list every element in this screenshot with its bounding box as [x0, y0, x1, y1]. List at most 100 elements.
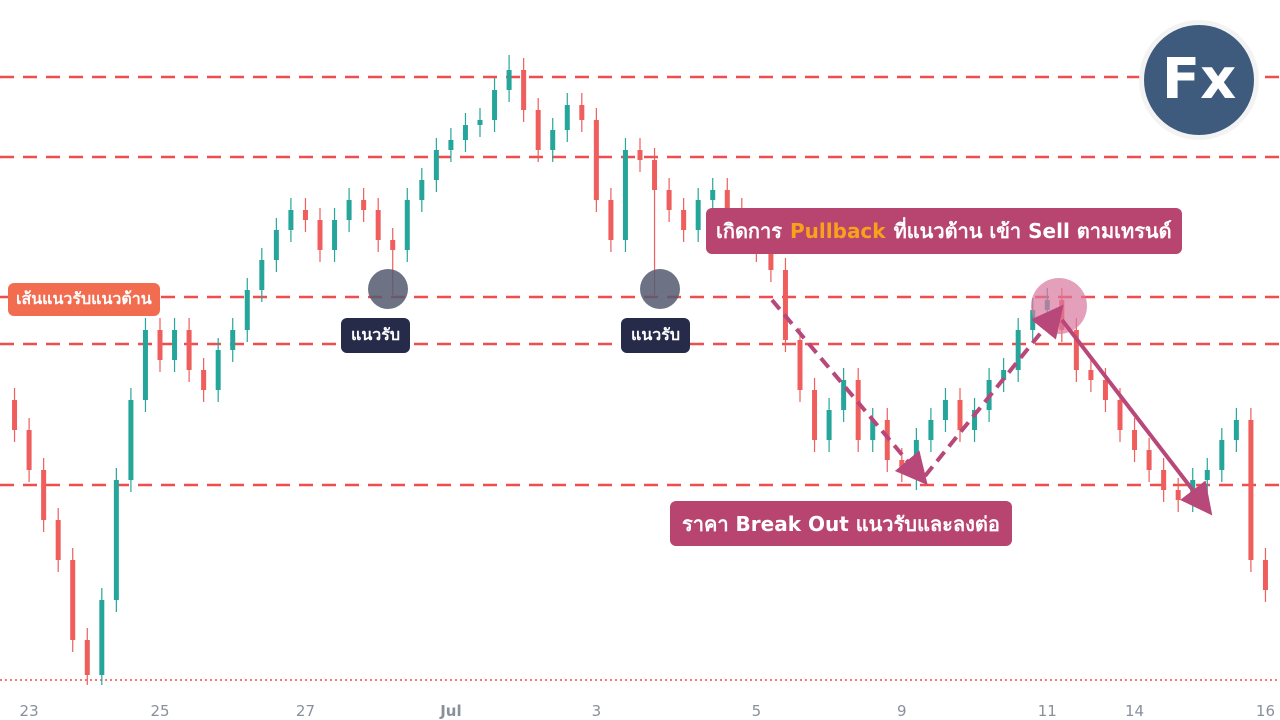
candle-body — [215, 350, 221, 390]
candle-body — [1161, 470, 1167, 490]
candle-body — [1233, 420, 1239, 440]
x-tick-label: 14 — [1125, 702, 1144, 720]
candle-body — [1117, 400, 1123, 430]
candle-body — [390, 240, 396, 250]
candle-body — [1146, 450, 1152, 470]
candle-body — [1262, 560, 1268, 590]
candle-body — [41, 470, 47, 520]
candle-body — [942, 400, 948, 420]
breakout-label: ราคา Break Out แนวรับและลงต่อ — [670, 501, 1012, 546]
candle-body — [273, 230, 279, 260]
candle-body — [1073, 330, 1079, 370]
candle-body — [899, 460, 905, 470]
arrow — [923, 304, 1064, 478]
candle-body — [128, 400, 134, 480]
levels-label: เส้นแนวรับแนวต้าน — [8, 283, 160, 316]
candle-body — [870, 420, 876, 440]
candle-body — [448, 140, 454, 150]
candle-body — [142, 330, 148, 400]
candle-body — [317, 220, 323, 250]
candle-body — [433, 150, 439, 180]
candle-body — [1175, 490, 1181, 500]
candle-body — [186, 330, 192, 370]
candle-body — [404, 200, 410, 250]
x-tick-label: 27 — [296, 702, 315, 720]
candle-body — [652, 160, 658, 190]
candle-body — [768, 250, 774, 270]
candle-body — [12, 400, 18, 430]
candle-body — [99, 600, 105, 675]
candle-body — [782, 270, 788, 340]
candle-body — [1204, 470, 1210, 480]
candle-body — [622, 150, 628, 240]
candle-body — [550, 130, 556, 150]
candle-body — [492, 90, 498, 120]
candle-body — [608, 200, 614, 240]
arrow — [1060, 318, 1213, 516]
candle-body — [957, 400, 963, 430]
candle-body — [521, 70, 527, 110]
candle-body — [1132, 430, 1138, 450]
candle-body — [1088, 370, 1094, 380]
candle-body — [506, 70, 512, 90]
x-tick-label: 23 — [20, 702, 39, 720]
x-tick-label: 25 — [150, 702, 169, 720]
logo — [1144, 25, 1254, 135]
candle-body — [928, 420, 934, 440]
candle-body — [157, 330, 163, 360]
candle-body — [113, 480, 119, 600]
x-tick-label: 3 — [592, 702, 602, 720]
candle-body — [230, 330, 236, 350]
support-label: แนวรับ — [341, 318, 410, 353]
candle-body — [332, 220, 338, 250]
logo-text: Fx — [1162, 47, 1236, 112]
arrow — [770, 298, 928, 486]
x-tick-label: Jul — [439, 702, 461, 720]
annotation-text: ที่แนวต้าน เข้า Sell ตามเทรนด์ — [893, 219, 1172, 243]
candle-body — [346, 200, 352, 220]
x-tick-label: 11 — [1038, 702, 1057, 720]
candle-body — [201, 370, 207, 390]
candle-body — [84, 640, 90, 675]
candle-body — [695, 200, 701, 230]
candle-body — [259, 260, 265, 290]
candle-body — [1219, 440, 1225, 470]
candle-body — [1102, 380, 1108, 400]
x-tick-label: 16 — [1256, 702, 1275, 720]
candle-body — [288, 210, 294, 230]
candle-body — [55, 520, 61, 560]
candle-body — [826, 410, 832, 440]
candle-body — [462, 125, 468, 140]
candle-body — [812, 390, 818, 440]
candle-body — [841, 380, 847, 410]
candle-body — [579, 105, 585, 120]
candle-body — [913, 440, 919, 470]
candle-body — [26, 430, 32, 470]
candle-body — [1001, 370, 1007, 380]
candle-body — [361, 200, 367, 210]
candle-body — [855, 380, 861, 440]
support-label: แนวรับ — [621, 318, 690, 353]
support-marker — [368, 269, 408, 309]
candle-body — [724, 190, 730, 210]
candle-body — [666, 190, 672, 210]
candle-body — [419, 180, 425, 200]
candle-body — [1248, 420, 1254, 560]
candle-body — [375, 210, 381, 240]
x-tick-label: 5 — [752, 702, 762, 720]
support-marker — [640, 269, 680, 309]
candle-body — [535, 110, 541, 150]
candle-body — [302, 210, 308, 220]
candle-body — [1015, 330, 1021, 370]
candle-body — [972, 410, 978, 430]
candle-body — [172, 330, 178, 360]
candle-body — [564, 105, 570, 130]
pullback-label: เกิดการ Pullback ที่แนวต้าน เข้า Sell ตา… — [706, 208, 1182, 254]
annotation-text: เกิดการ — [716, 219, 783, 243]
candle-body — [244, 290, 250, 330]
candle-body — [710, 190, 716, 200]
candle-body — [681, 210, 687, 230]
x-tick-label: 9 — [897, 702, 907, 720]
